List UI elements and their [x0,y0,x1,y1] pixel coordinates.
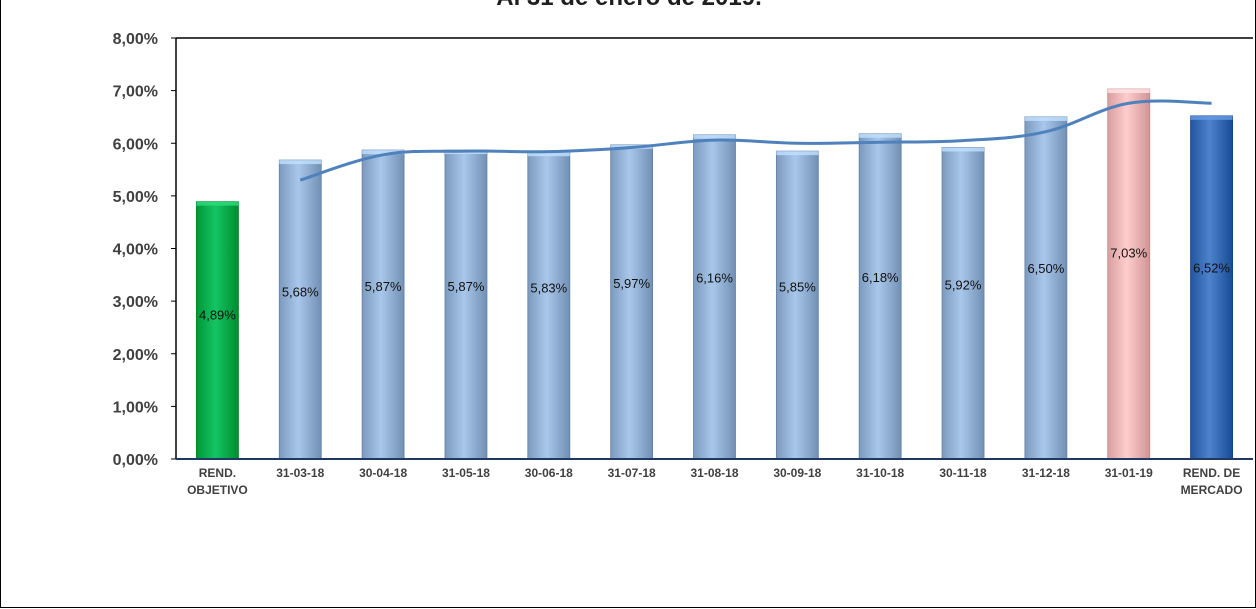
line-group [299,99,1212,182]
bar [361,149,405,460]
bar [858,133,902,460]
y-tick-label: 8,00% [113,31,158,48]
data-label: 4,89% [199,307,236,322]
data-label: 5,87% [365,279,402,294]
y-tick-label: 1,00% [113,399,158,416]
x-tick-label: OBJETIVO [187,483,248,497]
data-label: 5,97% [613,276,650,291]
labels-group: 4,89% REND. OBJETIVO 5,68% 31-03-18 5,87% 30-0… [187,246,1242,497]
bar-cap [1024,116,1067,121]
x-tick-label: 31-07-18 [608,466,656,480]
bar-cap [527,152,570,157]
y-tick-label: 0,00% [113,452,158,469]
x-tick-label: 31-08-18 [690,466,738,480]
x-tick-label: 31-01-19 [1105,466,1153,480]
x-tick-label: REND. DE [1183,466,1240,480]
bar [1107,88,1151,460]
bar-cap [1107,89,1150,94]
bar [278,159,322,460]
x-tick-label: 31-10-18 [856,466,904,480]
bar-cap [693,134,736,139]
data-label: 6,18% [862,270,899,285]
bar [527,151,571,460]
bar-cap [1190,115,1233,120]
data-label: 6,16% [696,271,733,286]
bar [1190,115,1233,460]
bar [610,144,654,460]
line-series [299,99,1212,182]
x-tick-label: 30-09-18 [773,466,821,480]
data-label: 5,68% [282,285,319,300]
bar [196,201,239,460]
y-tick-label: 2,00% [113,347,158,364]
y-tick-label: 5,00% [113,189,158,206]
y-tick-label: 4,00% [113,242,158,259]
bar-cap [859,133,902,138]
bar [693,134,736,460]
data-label: 5,83% [530,280,567,295]
chart-title: Al 31 de enero de 2019. [1,0,1255,12]
x-tick-label: 30-11-18 [939,466,987,480]
data-label: 5,92% [945,278,982,293]
bar-cap [196,201,239,206]
x-tick-label: 30-04-18 [359,466,407,480]
x-tick-label: 31-12-18 [1022,466,1070,480]
data-label: 7,03% [1110,246,1147,261]
bar [1024,116,1068,460]
x-tick-label: 31-05-18 [442,466,490,480]
bar [775,150,819,460]
data-label: 5,85% [779,280,816,295]
bar-cap [362,150,405,155]
bar-cap [942,147,985,152]
data-label: 6,50% [1027,261,1064,276]
axes-group: 0,00% 1,00% 2,00% 3,00% 4,00% 5,00% 6,00% 7,00%… [113,31,1253,469]
bar-cap [279,160,322,165]
y-tick-label: 6,00% [113,136,158,153]
y-tick-label: 3,00% [113,294,158,311]
x-tick-label: REND. [199,466,236,480]
x-tick-label: 31-03-18 [276,466,324,480]
y-tick-label: 7,00% [113,84,158,101]
bar-cap [776,151,819,156]
bar [444,149,488,460]
x-tick-label: 30-06-18 [525,466,573,480]
x-tick-label: MERCADO [1181,483,1243,497]
data-label: 5,87% [448,279,485,294]
bar [941,147,985,460]
data-label: 6,52% [1193,260,1230,275]
